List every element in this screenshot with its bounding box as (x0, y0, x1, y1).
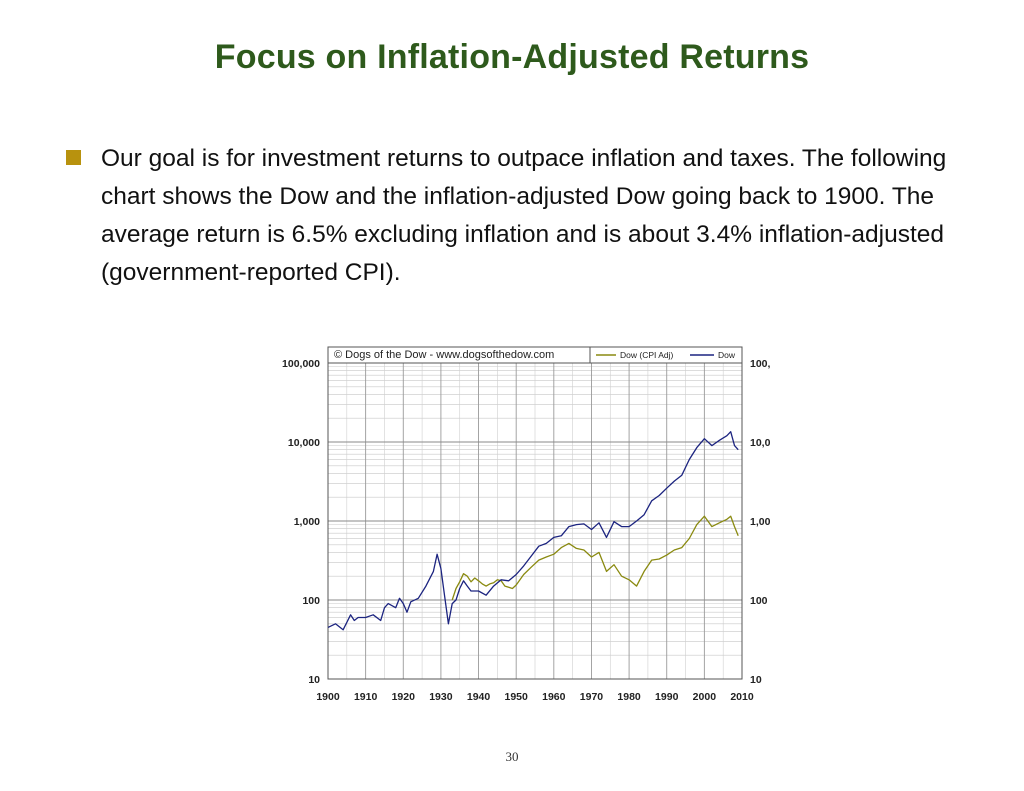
x-tick-label: 1920 (392, 691, 416, 703)
legend-label: Dow (718, 350, 736, 360)
y-tick-label-left: 1,000 (294, 516, 320, 528)
x-tick-label: 1940 (467, 691, 491, 703)
y-tick-label-left: 100 (302, 595, 320, 607)
x-tick-label: 1990 (655, 691, 679, 703)
x-tick-label: 2010 (730, 691, 754, 703)
x-tick-label: 1930 (429, 691, 453, 703)
chart-header (327, 346, 743, 364)
x-tick-label: 2000 (693, 691, 717, 703)
series-line (451, 515, 739, 601)
x-tick-label: 1910 (354, 691, 378, 703)
y-tick-label-left: 10,000 (288, 437, 320, 449)
x-tick-label: 1960 (542, 691, 566, 703)
bullet-item: Our goal is for investment returns to ou… (66, 140, 966, 292)
x-tick-label: 1900 (316, 691, 340, 703)
x-tick-label: 1980 (617, 691, 641, 703)
chart-svg: 10 10 100 100 1,000 1,000 10,000 10,000 100,000 1… (282, 346, 770, 703)
square-bullet-icon (66, 150, 81, 165)
y-tick-label-left: 100,000 (282, 358, 320, 370)
x-tick-label: 1970 (580, 691, 604, 703)
page-number: 30 (505, 749, 519, 764)
legend-label: Dow (CPI Adj) (620, 350, 674, 360)
y-tick-label-right: 10,000 (750, 437, 770, 449)
y-tick-label-right: 10 (750, 674, 762, 686)
y-tick-label-left: 10 (308, 674, 320, 686)
x-tick-label: 1950 (505, 691, 529, 703)
bullet-text: Our goal is for investment returns to ou… (101, 145, 947, 286)
dow-chart: 10 10 100 100 1,000 1,000 10,000 10,000 100,000 1… (270, 336, 770, 716)
y-tick-label-right: 1,000 (750, 516, 770, 528)
chart-credit: © Dogs of the Dow - www.dogsofthedow.com (334, 349, 554, 361)
slide-title: Focus on Inflation-Adjusted Returns (214, 38, 810, 76)
y-tick-label-right: 100 (750, 595, 768, 607)
y-tick-label-right: 100,000 (750, 358, 770, 370)
series-line (327, 431, 739, 631)
